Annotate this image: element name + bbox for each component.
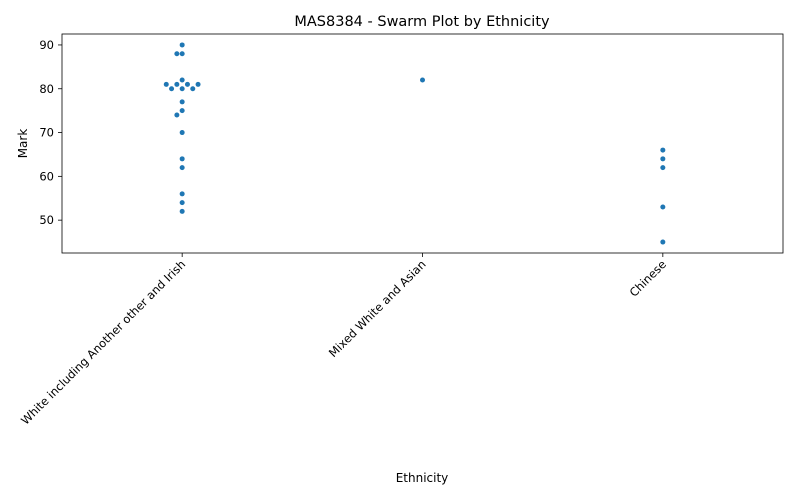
data-point xyxy=(190,86,196,92)
data-point xyxy=(179,77,185,83)
data-point xyxy=(179,108,185,114)
data-point xyxy=(179,165,185,171)
y-tick-label: 50 xyxy=(39,213,54,227)
x-tick-label: Chinese xyxy=(627,257,669,299)
data-point xyxy=(660,204,666,210)
x-tick-label: Mixed White and Asian xyxy=(326,257,429,360)
y-axis-label: Mark xyxy=(16,129,30,159)
data-point xyxy=(660,156,666,162)
data-point xyxy=(660,165,666,171)
data-point xyxy=(179,208,185,214)
data-point xyxy=(179,200,185,206)
chart-title: MAS8384 - Swarm Plot by Ethnicity xyxy=(294,14,550,30)
data-point xyxy=(184,81,190,87)
data-point xyxy=(420,77,425,83)
y-axis: 50 60 70 80 90 xyxy=(39,38,62,227)
x-axis: White including Another other and Irish M… xyxy=(18,253,669,427)
data-point xyxy=(169,86,175,92)
x-axis-label: Ethnicity xyxy=(396,471,449,485)
data-point xyxy=(179,51,185,57)
plot-area xyxy=(61,33,784,254)
x-tick-label: White including Another other and Irish xyxy=(18,257,188,427)
data-point xyxy=(660,147,666,153)
data-point xyxy=(163,81,169,87)
data-point xyxy=(179,42,185,48)
y-tick-label: 80 xyxy=(39,82,54,96)
y-tick-label: 90 xyxy=(39,38,54,52)
data-point xyxy=(179,130,185,136)
data-point xyxy=(179,99,185,105)
data-point xyxy=(174,81,180,87)
data-point xyxy=(179,156,185,162)
data-point xyxy=(179,86,185,92)
data-point xyxy=(174,112,180,118)
y-tick-label: 60 xyxy=(39,169,54,183)
y-tick-label: 70 xyxy=(39,126,54,140)
data-point xyxy=(179,191,185,197)
data-point xyxy=(660,239,666,245)
data-points xyxy=(163,42,666,245)
data-point xyxy=(174,51,180,57)
data-point xyxy=(195,81,201,87)
